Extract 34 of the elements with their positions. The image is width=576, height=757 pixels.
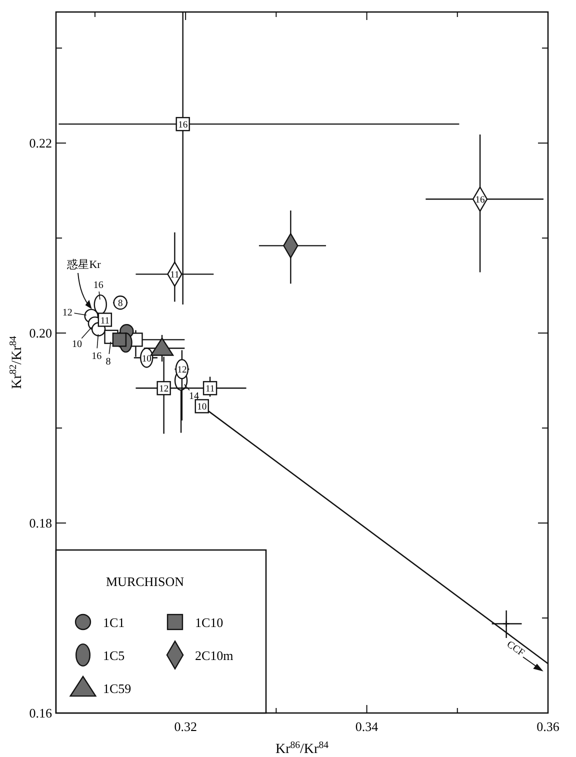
annotation: 12 (62, 307, 72, 318)
annotation: 惑星Kr (66, 258, 102, 271)
point (502, 620, 510, 628)
annotation: 8 (106, 356, 111, 368)
legend-label: 1C5 (103, 648, 125, 663)
legend-title: MURCHISON (106, 574, 185, 589)
y-tick-label: 0.22 (29, 136, 52, 151)
y-tick-label: 0.20 (29, 326, 52, 341)
annotation: 10 (142, 354, 152, 364)
annotation: 16 (475, 196, 486, 206)
x-tick-label: 0.32 (174, 719, 197, 734)
annotation: 11 (100, 316, 110, 326)
legend-label: 2C10m (195, 648, 234, 663)
x-axis-title: Kr$^{86}$/Kr$^{84}$ (275, 740, 329, 757)
legend-label: 1C1 (103, 615, 125, 630)
annotation: CCF (504, 639, 527, 660)
x-tick-label: 0.36 (536, 719, 560, 734)
annotation: 11 (170, 270, 180, 281)
annotation: 16 (93, 280, 104, 292)
annotation: 11 (205, 384, 215, 395)
annotation: 8 (118, 299, 123, 310)
annotation: 16 (92, 350, 102, 362)
y-tick-label: 0.18 (29, 516, 52, 531)
annotation: 14 (189, 391, 200, 402)
x-tick-label: 0.34 (355, 719, 379, 734)
legend-label: 1C59 (103, 681, 132, 696)
legend-label: 1C10 (195, 615, 224, 630)
annotation: 12 (177, 366, 187, 376)
annotation: 10 (197, 402, 207, 413)
annotation: 16 (178, 120, 188, 131)
annotation: 10 (72, 339, 82, 350)
point (112, 332, 127, 347)
annotation: 12 (159, 384, 169, 395)
y-tick-label: 0.16 (29, 706, 52, 720)
